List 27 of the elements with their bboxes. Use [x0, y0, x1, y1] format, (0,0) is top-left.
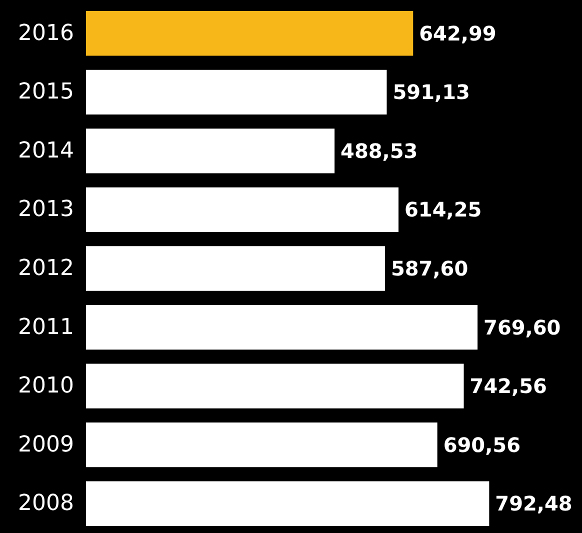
data-label: 614,25 [404, 198, 482, 222]
data-label: 742,56 [470, 374, 547, 398]
bar [86, 304, 478, 350]
y-tick-label: 2015 [18, 80, 74, 105]
data-label: 587,60 [390, 256, 468, 280]
y-tick-label: 2014 [18, 138, 74, 164]
data-label: 769,60 [484, 315, 561, 340]
y-tick-label: 2008 [18, 491, 74, 516]
data-label: 690,56 [443, 432, 521, 457]
y-tick-label: 2011 [18, 314, 74, 340]
bar [86, 246, 385, 291]
bar [86, 481, 490, 526]
bar [86, 11, 414, 56]
bar [86, 364, 464, 408]
data-label: 792,48 [495, 492, 572, 516]
data-label: 488,53 [340, 138, 418, 163]
bar [86, 70, 387, 114]
bar [86, 128, 335, 174]
y-tick-label: 2016 [18, 20, 74, 46]
y-tick-label: 2013 [18, 197, 74, 222]
bar [86, 187, 398, 232]
y-tick-label: 2012 [18, 256, 74, 281]
data-label: 591,13 [392, 80, 470, 104]
y-tick-label: 2009 [18, 432, 74, 458]
data-label: 642,99 [419, 21, 496, 46]
bar [86, 422, 438, 468]
y-tick-label: 2010 [18, 374, 74, 399]
